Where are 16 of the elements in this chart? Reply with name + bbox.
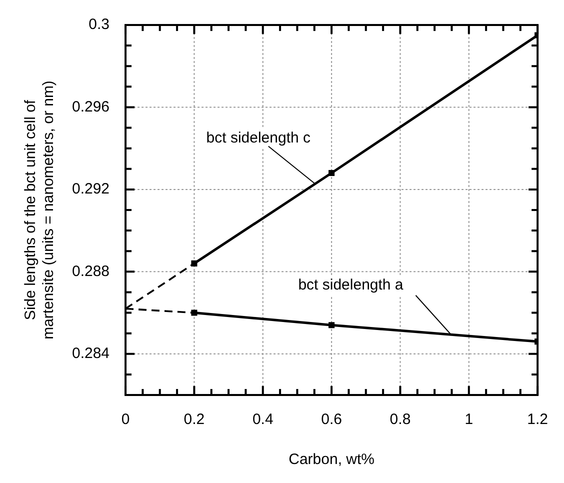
x-tick-label: 0.2 xyxy=(184,411,205,428)
x-tick-label: 0.6 xyxy=(321,411,342,428)
y-axis-title: Side lengths of the bct unit cell of martensite (units = nanometers, or nm) xyxy=(22,80,58,340)
x-axis-title: Carbon, wt% xyxy=(288,451,374,468)
x-tick-label: 0.4 xyxy=(252,411,274,428)
y-tick-label: 0.3 xyxy=(88,16,110,34)
annotation: bct sidelength a xyxy=(298,276,404,294)
x-tick-label: 1.2 xyxy=(527,411,548,428)
y-tick-label: 0.292 xyxy=(72,180,110,198)
annotation: bct sidelength c xyxy=(206,129,311,146)
y-tick-label: 0.284 xyxy=(72,345,110,362)
x-tick-label: 1 xyxy=(464,411,474,428)
x-tick-label: 0.8 xyxy=(390,411,411,428)
x-tick-label: 0 xyxy=(121,411,130,428)
y-tick-label: 0.288 xyxy=(72,262,110,280)
y-tick-label: 0.296 xyxy=(72,98,110,116)
